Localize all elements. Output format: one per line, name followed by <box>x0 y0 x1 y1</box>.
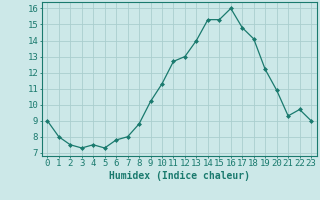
X-axis label: Humidex (Indice chaleur): Humidex (Indice chaleur) <box>109 171 250 181</box>
